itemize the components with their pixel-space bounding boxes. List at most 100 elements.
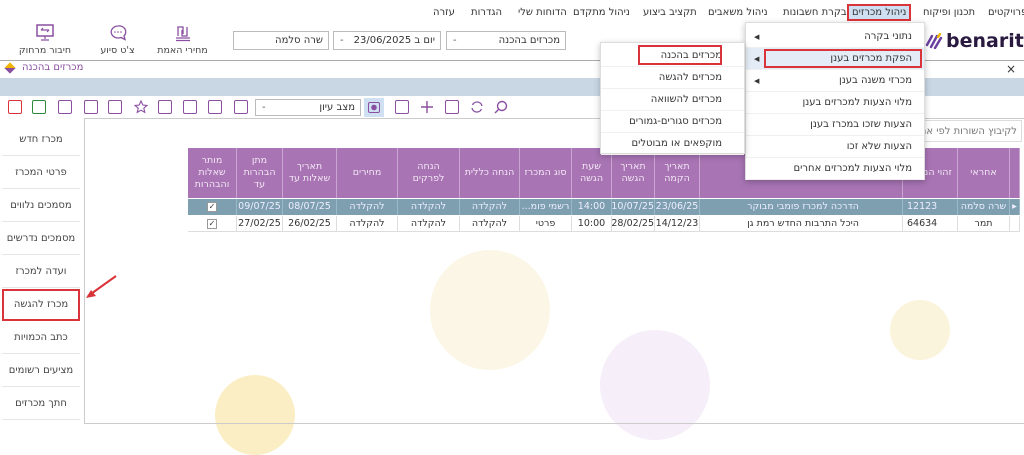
column-header-4[interactable]: תאריך הגשה xyxy=(612,148,655,198)
menu-item-2[interactable]: מכרזי משנה בענן ◀ xyxy=(746,70,924,92)
fit-columns-icon[interactable] xyxy=(208,100,222,114)
rows-icon[interactable] xyxy=(84,100,98,114)
menu-2[interactable]: ניהול מכרזים xyxy=(846,4,912,21)
menu-item-1[interactable]: הפקת מכרזים בענן ◀ xyxy=(746,48,924,70)
edit-icon[interactable] xyxy=(395,100,409,114)
star-icon[interactable] xyxy=(133,99,149,114)
menu-item-label: הצעות שזכו במכרז בענן xyxy=(810,119,912,130)
logo-mark-icon xyxy=(925,33,943,49)
menu-item-4[interactable]: הצעות שזכו במכרז בענן xyxy=(746,114,924,136)
table-cell[interactable]: 23/06/25 xyxy=(655,199,700,215)
menu-9[interactable]: עזרה xyxy=(433,7,455,18)
checkbox[interactable]: ✓ xyxy=(207,218,217,229)
submenu-item-3[interactable]: מכרזים סגורים-גמורים xyxy=(601,111,744,133)
table-cell-checkbox[interactable]: ✓ xyxy=(188,199,237,215)
submenu-item-1[interactable]: מכרזים להגשה xyxy=(601,67,744,89)
table-cell[interactable]: 08/07/25 xyxy=(283,199,337,215)
sidebar-item-2[interactable]: מסמכים נלווים xyxy=(2,190,80,222)
table-cell[interactable]: פרטי xyxy=(520,216,572,232)
refresh-icon[interactable] xyxy=(470,100,484,114)
table-cell[interactable]: 10/07/25 xyxy=(612,199,655,215)
submenu-item-0[interactable]: מכרזים בהכנה xyxy=(601,45,744,67)
menu-item-5[interactable]: הצעות שלא זכו xyxy=(746,136,924,158)
menu-3[interactable]: בקרת חשבונות xyxy=(783,7,847,18)
view-mode-eye-button[interactable] xyxy=(364,98,384,117)
excel-export-icon[interactable] xyxy=(32,100,46,114)
sidebar-item-6[interactable]: כתב הכמויות xyxy=(2,322,80,354)
user-field[interactable]: שרה סלמה xyxy=(233,31,329,50)
table-cell[interactable]: 64634 xyxy=(903,216,958,232)
view-mode-dropdown[interactable]: מצב עיון - xyxy=(255,99,361,116)
column-header-10[interactable]: תאריך שאלות עד xyxy=(283,148,337,198)
table-cell[interactable]: תמר xyxy=(958,216,1010,232)
table-cell[interactable]: רשמי פומ... xyxy=(520,199,572,215)
shekel-icon xyxy=(175,26,190,42)
layout-icon[interactable] xyxy=(234,100,248,114)
table-cell[interactable]: 10:00 xyxy=(572,216,612,232)
sidebar-item-0[interactable]: מכרז חדש xyxy=(2,124,80,156)
menu-item-6[interactable]: מלוי הצעות למכרזים אחרים xyxy=(746,158,924,180)
checkbox[interactable]: ✓ xyxy=(207,201,217,212)
table-cell[interactable]: 27/02/25 xyxy=(237,216,283,232)
sidebar-item-5[interactable]: מכרז להגשה xyxy=(2,289,80,321)
column-header-12[interactable]: מותר שאלות והבהרות xyxy=(188,148,237,198)
sidebar-item-3[interactable]: מסמכים נדרשים xyxy=(2,223,80,255)
date-dropdown[interactable]: יום ב 23/06/2025- xyxy=(333,31,441,50)
undo-icon[interactable] xyxy=(158,100,172,114)
table-cell[interactable]: להקלדה xyxy=(337,199,398,215)
sidebar-item-7[interactable]: מציעים רשומים xyxy=(2,355,80,387)
table-cell[interactable]: 26/02/25 xyxy=(283,216,337,232)
menu-8[interactable]: הגדרות xyxy=(471,7,503,18)
pdf-export-icon[interactable] xyxy=(8,100,22,114)
table-cell[interactable]: להקלדה xyxy=(398,199,460,215)
sidebar-item-8[interactable]: חתך מכרזים xyxy=(2,388,80,420)
indent-icon[interactable] xyxy=(58,100,72,114)
table-cell[interactable]: 14:00 xyxy=(572,199,612,215)
menu-item-label: הצעות שלא זכו xyxy=(846,141,912,152)
menu-4[interactable]: ניהול משאבים xyxy=(708,7,768,18)
table-cell[interactable]: 14/12/23 xyxy=(655,216,700,232)
table-cell-checkbox[interactable]: ✓ xyxy=(188,216,237,232)
add-icon[interactable] xyxy=(420,100,434,114)
column-header-7[interactable]: הנחה כללית xyxy=(460,148,520,198)
cloud-tenders-submenu: מכרזים בהכנה מכרזים להגשה מכרזים להשוואה מכ… xyxy=(600,42,745,155)
menu-item-3[interactable]: מלוי הצעות למכרזים בענן xyxy=(746,92,924,114)
close-tab-button[interactable]: × xyxy=(1006,62,1017,76)
column-header-0[interactable]: אחראי xyxy=(958,148,1010,198)
add-row-icon[interactable] xyxy=(108,100,122,114)
menu-item-0[interactable]: נתוני בקרה ◀ xyxy=(746,26,924,48)
table-cell[interactable]: 09/07/25 xyxy=(237,199,283,215)
column-header-9[interactable]: מחירים xyxy=(337,148,398,198)
column-header-3[interactable]: תאריך הקמה xyxy=(655,148,700,198)
row-indicator: ▸ xyxy=(1010,199,1020,215)
true-prices-button[interactable]: מחירי האמת xyxy=(150,24,215,56)
table-cell[interactable]: להקלדה xyxy=(460,199,520,215)
menu-1[interactable]: תכנון ופיקוח xyxy=(923,7,976,18)
sidebar-item-4[interactable]: ועדה למכרז xyxy=(2,256,80,288)
table-cell[interactable]: להקלדה xyxy=(337,216,398,232)
search-icon[interactable] xyxy=(494,100,508,114)
table-cell[interactable]: שרה סלמה xyxy=(958,199,1010,215)
table-cell[interactable]: הדרכה למכרז פומבי מבוקר xyxy=(700,199,903,215)
delete-icon[interactable] xyxy=(445,100,459,114)
menu-7[interactable]: הדוחות שלי xyxy=(518,7,567,18)
column-header-11[interactable]: מתן הבהרות עד xyxy=(237,148,283,198)
support-chat-button[interactable]: צ'ט סיוע xyxy=(90,24,145,56)
table-cell[interactable]: להקלדה xyxy=(398,216,460,232)
table-cell[interactable]: 12123 xyxy=(903,199,958,215)
table-cell[interactable]: להקלדה xyxy=(460,216,520,232)
submenu-item-4[interactable]: מוקפאים או מבוטלים xyxy=(601,133,744,155)
table-cell[interactable]: 28/02/25 xyxy=(612,216,655,232)
menu-0[interactable]: פרויקטים xyxy=(988,7,1024,18)
menu-6[interactable]: ניהול מתקדם xyxy=(573,7,630,18)
table-cell[interactable]: היכל התרבות החדש רמת גן xyxy=(700,216,903,232)
print-icon[interactable] xyxy=(183,100,197,114)
sidebar-item-1[interactable]: פרטי המכרז xyxy=(2,157,80,189)
menu-5[interactable]: תקציב ביצוע xyxy=(643,7,697,18)
remote-connection-button[interactable]: חיבור מרחוק xyxy=(10,24,80,56)
column-header-8[interactable]: הנחה לפרקים xyxy=(398,148,460,198)
submenu-item-2[interactable]: מכרזים להשוואה xyxy=(601,89,744,111)
column-header-5[interactable]: שעת הגשה xyxy=(572,148,612,198)
column-header-6[interactable]: סוג המכרז xyxy=(520,148,572,198)
view-dropdown[interactable]: מכרזים בהכנה - xyxy=(446,31,566,50)
